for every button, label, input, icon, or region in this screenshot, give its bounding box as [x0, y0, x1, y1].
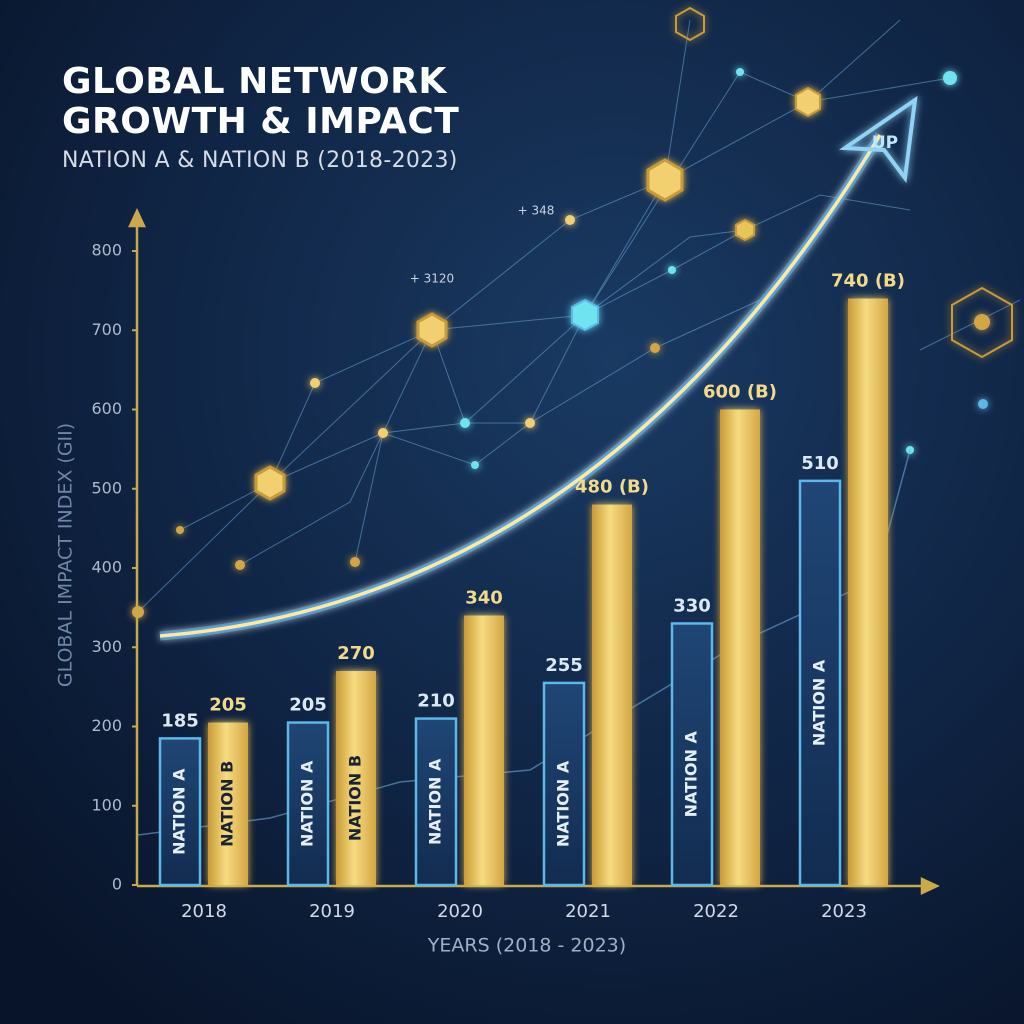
bar — [542, 681, 586, 887]
y-tick-label: 300 — [91, 637, 122, 656]
y-tick-label: 400 — [91, 558, 122, 577]
bar — [720, 409, 760, 885]
x-tick-label: 2020 — [437, 901, 483, 922]
value-label: 740 (B) — [831, 271, 905, 292]
value-label: 185 — [161, 710, 199, 731]
value-label: 340 — [465, 588, 503, 609]
x-tick-label: 2021 — [565, 901, 611, 922]
value-label: 210 — [417, 691, 455, 712]
annotation: + 3120 — [410, 272, 454, 286]
bar-text: NATION A — [298, 760, 317, 847]
y-tick-label: 0 — [112, 875, 122, 894]
bar-text: NATION A — [426, 758, 445, 845]
value-label: 255 — [545, 655, 583, 676]
annotation: + 348 — [518, 204, 555, 218]
y-tick-label: 700 — [91, 320, 122, 339]
bar — [848, 298, 888, 885]
bar — [670, 622, 714, 887]
y-tick-label: 100 — [91, 795, 122, 814]
chart-subtitle: NATION A & NATION B (2018-2023) — [62, 148, 458, 173]
axes — [128, 208, 940, 895]
y-tick-label: 800 — [91, 241, 122, 260]
x-tick-label: 2018 — [181, 901, 227, 922]
bar-text: NATION A — [554, 760, 573, 847]
y-tick-label: 500 — [91, 478, 122, 497]
value-label: 480 (B) — [575, 477, 649, 498]
bar — [158, 737, 202, 887]
value-label: 270 — [337, 643, 375, 664]
y-axis-label: GLOBAL IMPACT INDEX (GII) — [55, 423, 77, 687]
bar-text: NATION A — [810, 659, 829, 746]
bar — [798, 479, 842, 887]
bar-text: NATION A — [682, 730, 701, 817]
x-tick-label: 2022 — [693, 901, 739, 922]
x-axis-label: YEARS (2018 - 2023) — [427, 935, 626, 957]
value-label: 205 — [209, 695, 247, 716]
value-label: 510 — [801, 453, 839, 474]
bar-text: NATION B — [346, 755, 365, 841]
bar — [592, 504, 632, 885]
value-label: 205 — [289, 695, 327, 716]
y-tick-label: 200 — [91, 716, 122, 735]
value-label: 600 (B) — [703, 382, 777, 403]
bar — [464, 615, 504, 885]
bar — [414, 717, 458, 887]
bar-text: NATION A — [170, 768, 189, 855]
bar — [286, 721, 330, 887]
chart-title: GLOBAL NETWORK GROWTH & IMPACT — [62, 61, 460, 142]
trend-arrow — [159, 95, 918, 641]
y-tick-label: 600 — [91, 399, 122, 418]
value-label: 330 — [673, 595, 711, 616]
x-tick-label: 2023 — [821, 901, 867, 922]
annotation: UP — [872, 133, 898, 153]
x-tick-label: 2019 — [309, 901, 355, 922]
bar — [336, 671, 376, 885]
bar-text: NATION B — [218, 761, 237, 847]
bar — [208, 722, 248, 885]
network-nodes — [132, 6, 1013, 618]
